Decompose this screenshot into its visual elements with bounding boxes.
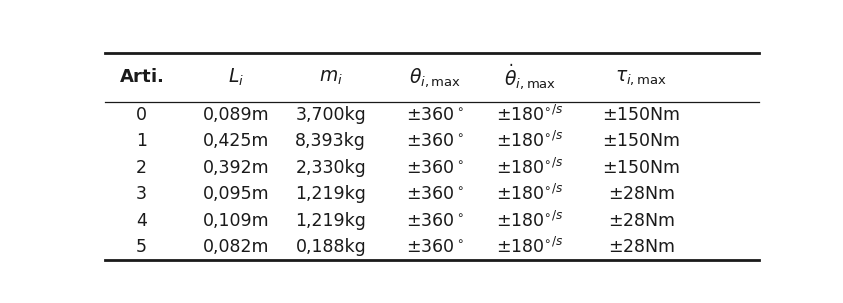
Text: $\pm360^\circ$: $\pm360^\circ$ bbox=[406, 212, 464, 230]
Text: $\theta_{i,\mathrm{max}}$: $\theta_{i,\mathrm{max}}$ bbox=[410, 66, 461, 89]
Text: 3,700kg: 3,700kg bbox=[295, 106, 366, 124]
Text: $L_i$: $L_i$ bbox=[228, 67, 244, 88]
Text: 5: 5 bbox=[136, 238, 147, 256]
Text: 8,393kg: 8,393kg bbox=[295, 132, 366, 150]
Text: $\pm180^{\circ/s}$: $\pm180^{\circ/s}$ bbox=[497, 184, 564, 204]
Text: $\pm360^\circ$: $\pm360^\circ$ bbox=[406, 132, 464, 150]
Text: $\pm150$Nm: $\pm150$Nm bbox=[602, 106, 680, 124]
Text: $\pm360^\circ$: $\pm360^\circ$ bbox=[406, 185, 464, 203]
Text: $\pm28$Nm: $\pm28$Nm bbox=[608, 238, 674, 256]
Text: $\pm180^{\circ/s}$: $\pm180^{\circ/s}$ bbox=[497, 105, 564, 125]
Text: 1,219kg: 1,219kg bbox=[295, 185, 366, 203]
Text: $\dot{\theta}_{i,\mathrm{max}}$: $\dot{\theta}_{i,\mathrm{max}}$ bbox=[504, 62, 556, 92]
Text: $\pm360^\circ$: $\pm360^\circ$ bbox=[406, 159, 464, 177]
Text: 2: 2 bbox=[136, 159, 147, 177]
Text: 3: 3 bbox=[136, 185, 147, 203]
Text: 0,425m: 0,425m bbox=[203, 132, 269, 150]
Text: $\pm180^{\circ/s}$: $\pm180^{\circ/s}$ bbox=[497, 211, 564, 231]
Text: $\pm150$Nm: $\pm150$Nm bbox=[602, 159, 680, 177]
Text: 0: 0 bbox=[136, 106, 147, 124]
Text: $\mathbf{Arti.}$: $\mathbf{Arti.}$ bbox=[119, 68, 164, 86]
Text: 0,082m: 0,082m bbox=[203, 238, 269, 256]
Text: 1,219kg: 1,219kg bbox=[295, 212, 366, 230]
Text: $m_i$: $m_i$ bbox=[319, 68, 343, 87]
Text: 0,095m: 0,095m bbox=[202, 185, 270, 203]
Text: $\pm360^\circ$: $\pm360^\circ$ bbox=[406, 238, 464, 256]
Text: 1: 1 bbox=[136, 132, 147, 150]
Text: 4: 4 bbox=[136, 212, 147, 230]
Text: $\pm180^{\circ/s}$: $\pm180^{\circ/s}$ bbox=[497, 158, 564, 178]
Text: $\pm28$Nm: $\pm28$Nm bbox=[608, 212, 674, 230]
Text: 0,109m: 0,109m bbox=[202, 212, 270, 230]
Text: $\pm150$Nm: $\pm150$Nm bbox=[602, 132, 680, 150]
Text: 0,188kg: 0,188kg bbox=[295, 238, 366, 256]
Text: 2,330kg: 2,330kg bbox=[295, 159, 366, 177]
Text: $\tau_{i,\mathrm{max}}$: $\tau_{i,\mathrm{max}}$ bbox=[615, 68, 667, 87]
Text: $\pm180^{\circ/s}$: $\pm180^{\circ/s}$ bbox=[497, 237, 564, 257]
Text: 0,089m: 0,089m bbox=[202, 106, 270, 124]
Text: $\pm28$Nm: $\pm28$Nm bbox=[608, 185, 674, 203]
Text: $\pm360^\circ$: $\pm360^\circ$ bbox=[406, 106, 464, 124]
Text: 0,392m: 0,392m bbox=[202, 159, 270, 177]
Text: $\pm180^{\circ/s}$: $\pm180^{\circ/s}$ bbox=[497, 131, 564, 152]
